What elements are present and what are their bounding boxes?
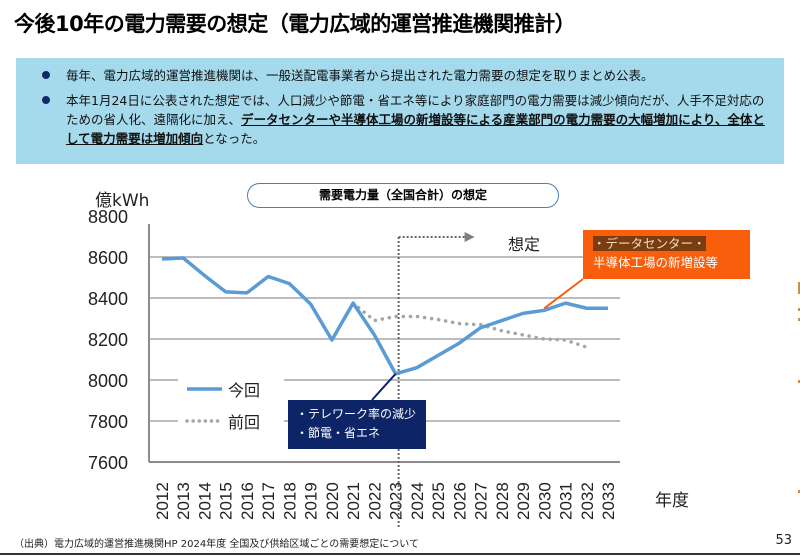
edge-mark: [798, 308, 800, 311]
previous-line: [351, 301, 589, 349]
callout-text: ・節電・省エネ: [296, 426, 381, 440]
y-axis-label: 億kWh: [95, 191, 149, 211]
x-tick-label: 2019: [302, 482, 321, 520]
y-tick-label: 8200: [88, 330, 128, 350]
forecast-label: 想定: [508, 235, 540, 254]
x-tick-label: 2015: [217, 482, 236, 520]
x-tick-label: 2021: [344, 482, 363, 520]
callout-text: 半導体工場の新増設等: [593, 255, 719, 270]
edge-mark: [798, 282, 800, 294]
edge-mark: [798, 490, 800, 493]
bullet-item: 本年1月24日に公表された想定では、人口減少や節電・省エネ等により家庭部門の電力…: [38, 91, 774, 148]
x-tick-label: 2018: [280, 482, 299, 520]
bullet-text: 本年1月24日に公表された想定では、人口減少や節電・省エネ等により家庭部門の電力…: [66, 93, 765, 127]
y-tick-label: 7800: [88, 412, 128, 432]
x-tick-label: 2031: [557, 482, 576, 520]
page-number: 53: [775, 533, 792, 548]
legend-background: [178, 372, 284, 434]
navy-callout-leader: [371, 373, 397, 401]
x-axis-label: 年度: [655, 491, 689, 511]
chart-title: 需要電力量（全国合計）の想定: [247, 183, 559, 208]
x-tick-label: 2030: [535, 482, 554, 520]
callout-highlight: ・データセンター・: [593, 236, 706, 251]
x-tick-label: 2013: [174, 482, 193, 520]
x-tick-label: 2027: [472, 482, 491, 520]
x-tick-label: 2032: [578, 482, 597, 520]
x-tick-label: 2033: [599, 482, 618, 520]
edge-mark: [798, 318, 800, 321]
x-tick-label: 2012: [153, 482, 172, 520]
footer-divider: [0, 553, 800, 555]
x-tick-label: 2022: [365, 482, 384, 520]
x-tick-label: 2023: [387, 482, 406, 520]
callout-text: ・テレワーク率の減少: [296, 407, 417, 421]
series-previous: [351, 301, 589, 349]
y-tick-label: 8600: [88, 248, 128, 268]
bullet-text: 毎年、電力広域的運営推進機関は、一般送配電事業者から提出された電力需要の想定を取…: [66, 68, 654, 83]
x-tick-label: 2028: [493, 482, 512, 520]
x-tick-label: 2026: [450, 482, 469, 520]
legend-previous-label: 前回: [228, 413, 260, 432]
x-tick-label: 2025: [429, 482, 448, 520]
orange-callout-leader: [543, 278, 584, 310]
x-tick-label: 2024: [408, 482, 427, 520]
series-current: [161, 256, 609, 376]
bullet-text-end: となった。: [203, 131, 266, 146]
y-tick-label: 8000: [88, 371, 128, 391]
orange-callout: ・データセンター・ 半導体工場の新増設等: [583, 230, 750, 279]
current-line: [161, 256, 608, 376]
summary-box: 毎年、電力広域的運営推進機関は、一般送配電事業者から提出された電力需要の想定を取…: [16, 58, 784, 164]
legend-current-label: 今回: [228, 381, 260, 400]
gridlines: [148, 224, 620, 463]
bullet-icon: [42, 96, 50, 104]
x-tick-label: 2016: [238, 482, 257, 520]
x-tick-labels: 2012 2013 2014 2015 2016 2017 2018 2019 2020 2021…: [153, 482, 618, 520]
x-tick-label: 2014: [195, 482, 214, 520]
navy-callout: ・テレワーク率の減少 ・節電・省エネ: [288, 400, 426, 449]
x-tick-label: 2020: [323, 482, 342, 520]
bullet-emphasis: データセンターや半導体工場の新増設等による産業部門の電力需要の大幅増加により、全…: [66, 112, 765, 146]
x-tick-label: 2017: [259, 482, 278, 520]
y-tick-labels: 8800 8600 8400 8200 8000 7800 7600: [88, 207, 128, 473]
y-tick-label: 7600: [88, 453, 128, 473]
forecast-arrow-head: [464, 232, 475, 242]
bullet-item: 毎年、電力広域的運営推進機関は、一般送配電事業者から提出された電力需要の想定を取…: [38, 66, 774, 85]
page-title: 今後10年の電力需要の想定（電力広域的運営推進機関推計）: [14, 12, 576, 36]
edge-mark: [798, 380, 800, 383]
bullet-icon: [42, 71, 50, 79]
x-tick-label: 2029: [514, 482, 533, 520]
y-tick-label: 8400: [88, 289, 128, 309]
source-note: （出典）電力広域的運営推進機関HP 2024年度 全国及び供給区域ごとの需要想定…: [14, 539, 419, 550]
y-tick-label: 8800: [88, 207, 128, 227]
